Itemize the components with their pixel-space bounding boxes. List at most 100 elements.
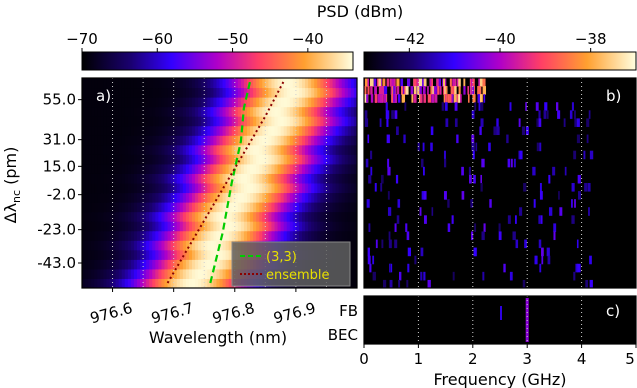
heatmap-cell: [240, 183, 245, 194]
heatmap-cell: [277, 192, 282, 203]
heatmap-cell: [88, 125, 92, 136]
heatmap-cell: [91, 163, 95, 174]
heatmap-cell: [320, 125, 324, 136]
heatmap-cell: [317, 125, 321, 136]
heatmap-cell: [237, 221, 242, 232]
heatmap-cell: [216, 125, 220, 136]
heatmap-cell: [311, 116, 315, 127]
heatmap-cell: [201, 144, 205, 155]
heatmap-cell: [133, 97, 138, 108]
heatmap-cell: [326, 221, 330, 232]
heatmap-cell: [237, 78, 242, 89]
heatmap-cell: [292, 116, 297, 127]
heatmap-cell: [106, 135, 110, 146]
heatmap-cell: [109, 116, 114, 127]
heatmap-cell: [323, 173, 327, 184]
heatmap-cell: [100, 154, 104, 165]
heatmap-cell: [452, 271, 455, 281]
heatmap-cell: [314, 230, 318, 241]
heatmap-cell: [329, 221, 334, 232]
heatmap-cell: [167, 249, 172, 260]
heatmap-cell: [289, 163, 294, 174]
heatmap-cell: [192, 192, 196, 203]
heatmap-cell: [329, 154, 334, 165]
heatmap-cell: [335, 116, 340, 127]
heatmap-cell: [213, 135, 217, 146]
heatmap-cell: [347, 211, 352, 222]
heatmap-cell: [243, 221, 248, 232]
heatmap-cell: [398, 279, 401, 288]
heatmap-cell: [259, 202, 263, 213]
heatmap-cell: [247, 230, 251, 241]
heatmap-cell: [118, 221, 123, 232]
heatmap-cell: [256, 154, 260, 165]
heatmap-cell: [277, 202, 282, 213]
heatmap-cell: [280, 202, 285, 213]
heatmap-cell: [82, 211, 86, 222]
heatmap-cell: [204, 259, 208, 270]
heatmap-cell: [274, 106, 279, 117]
heatmap-cell: [106, 78, 110, 89]
heatmap-cell: [192, 278, 196, 288]
heatmap-cell: [234, 202, 239, 213]
heatmap-cell: [207, 221, 211, 232]
heatmap-cell: [231, 221, 236, 232]
heatmap-cell: [259, 125, 263, 136]
heatmap-cell: [326, 163, 330, 174]
heatmap-cell: [237, 230, 242, 241]
heatmap-cell: [103, 221, 107, 232]
heatmap-cell: [344, 173, 349, 184]
heatmap-cell: [155, 202, 159, 213]
heatmap-cell: [155, 116, 159, 127]
heatmap-cell: [121, 259, 126, 270]
heatmap-cell: [137, 106, 141, 117]
heatmap-cell: [253, 163, 257, 174]
heatmap-cell: [97, 154, 101, 165]
heatmap-cell: [192, 173, 196, 184]
heatmap-cell: [265, 211, 269, 222]
heatmap-cell: [364, 86, 367, 95]
heatmap-cell: [109, 87, 114, 98]
heatmap-cell: [317, 87, 321, 98]
heatmap-cell: [341, 87, 346, 98]
heatmap-cell: [314, 106, 318, 117]
heatmap-cell: [161, 116, 165, 127]
heatmap-cell: [103, 135, 107, 146]
heatmap-cell: [265, 154, 269, 165]
heatmap-cell: [519, 207, 523, 216]
heatmap-cell: [182, 183, 187, 194]
heatmap-cell: [302, 144, 306, 155]
heatmap-cell: [280, 144, 285, 155]
heatmap-cell: [367, 86, 370, 95]
heatmap-cell: [188, 249, 193, 260]
heatmap-cell: [121, 249, 126, 260]
heatmap-cell: [133, 87, 138, 98]
heatmap-cell: [472, 150, 475, 160]
heatmap-cell: [320, 135, 324, 146]
heatmap-cell: [161, 230, 165, 241]
heatmap-cell: [332, 135, 337, 146]
heatmap-cell: [259, 192, 263, 203]
heatmap-cell: [192, 240, 196, 251]
heatmap-cell: [140, 173, 144, 184]
heatmap-cell: [176, 268, 181, 279]
heatmap-cell: [314, 125, 318, 136]
heatmap-cell: [173, 278, 178, 288]
heatmap-cell: [213, 183, 217, 194]
heatmap-cell: [253, 173, 257, 184]
heatmap-cell: [475, 142, 478, 152]
heatmap-cell: [308, 192, 312, 203]
heatmap-cell: [91, 240, 95, 251]
heatmap-cell: [207, 97, 211, 108]
panel-a-ylabel: Δλnc (pm): [1, 147, 23, 224]
heatmap-cell: [335, 173, 340, 184]
heatmap-cell: [121, 240, 126, 251]
heatmap-cell: [133, 163, 138, 174]
heatmap-cell: [391, 86, 395, 95]
heatmap-cell: [350, 211, 355, 222]
heatmap-cell: [170, 163, 175, 174]
heatmap-cell: [140, 116, 144, 127]
heatmap-cell: [383, 279, 387, 288]
heatmap-cell: [262, 154, 266, 165]
